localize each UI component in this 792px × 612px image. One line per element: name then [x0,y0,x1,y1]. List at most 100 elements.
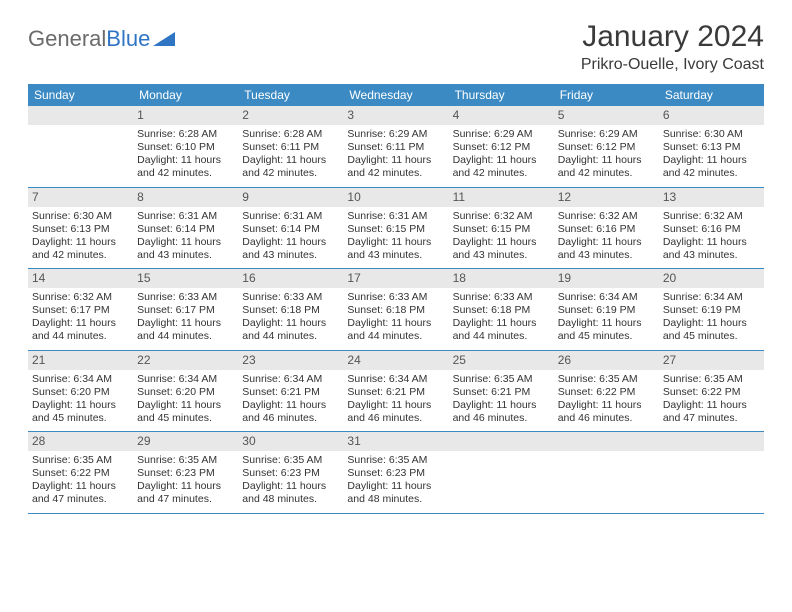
week-row: 7Sunrise: 6:30 AMSunset: 6:13 PMDaylight… [28,188,764,270]
day-text-line: Sunset: 6:23 PM [347,467,444,480]
day-cell: . [554,432,659,513]
day-text-line: and 42 minutes. [663,167,760,180]
day-cell: 30Sunrise: 6:35 AMSunset: 6:23 PMDayligh… [238,432,343,513]
day-cell: 7Sunrise: 6:30 AMSunset: 6:13 PMDaylight… [28,188,133,269]
day-text-line: and 43 minutes. [453,249,550,262]
day-text-line: Sunrise: 6:35 AM [663,373,760,386]
day-text-line: Daylight: 11 hours [137,399,234,412]
weeks-container: .1Sunrise: 6:28 AMSunset: 6:10 PMDayligh… [28,106,764,514]
day-text-line: Sunset: 6:23 PM [242,467,339,480]
day-text-line: and 42 minutes. [32,249,129,262]
day-text-line: Sunrise: 6:34 AM [663,291,760,304]
day-text-line: Sunrise: 6:33 AM [242,291,339,304]
day-text-line: Sunset: 6:22 PM [32,467,129,480]
day-text-line: and 43 minutes. [558,249,655,262]
day-cell: 29Sunrise: 6:35 AMSunset: 6:23 PMDayligh… [133,432,238,513]
day-cell: 27Sunrise: 6:35 AMSunset: 6:22 PMDayligh… [659,351,764,432]
day-cell: 17Sunrise: 6:33 AMSunset: 6:18 PMDayligh… [343,269,448,350]
day-header-cell: Saturday [659,84,764,106]
day-text-line: and 45 minutes. [663,330,760,343]
day-text-line: Sunset: 6:13 PM [663,141,760,154]
day-cell: 28Sunrise: 6:35 AMSunset: 6:22 PMDayligh… [28,432,133,513]
day-cell: 24Sunrise: 6:34 AMSunset: 6:21 PMDayligh… [343,351,448,432]
day-header-cell: Sunday [28,84,133,106]
day-number: 26 [554,351,659,370]
day-text-line: Daylight: 11 hours [242,480,339,493]
day-text-line: and 44 minutes. [242,330,339,343]
day-text-line: Sunset: 6:22 PM [663,386,760,399]
day-text-line: Sunset: 6:20 PM [137,386,234,399]
day-number: 16 [238,269,343,288]
day-text-line: Sunset: 6:19 PM [558,304,655,317]
day-number: 4 [449,106,554,125]
day-text-line: Sunset: 6:11 PM [242,141,339,154]
day-header-cell: Thursday [449,84,554,106]
day-text-line: and 43 minutes. [242,249,339,262]
day-number: 11 [449,188,554,207]
day-cell: . [28,106,133,187]
day-number: 21 [28,351,133,370]
day-text-line: Daylight: 11 hours [32,399,129,412]
day-cell: 11Sunrise: 6:32 AMSunset: 6:15 PMDayligh… [449,188,554,269]
day-text-line: and 46 minutes. [242,412,339,425]
day-number: 6 [659,106,764,125]
day-number: 31 [343,432,448,451]
day-number: 2 [238,106,343,125]
day-text-line: Daylight: 11 hours [242,399,339,412]
day-text-line: Daylight: 11 hours [663,236,760,249]
day-text-line: Sunrise: 6:30 AM [663,128,760,141]
day-text-line: Sunrise: 6:35 AM [347,454,444,467]
day-text-line: Sunrise: 6:32 AM [558,210,655,223]
day-text-line: Sunset: 6:17 PM [32,304,129,317]
day-text-line: Daylight: 11 hours [32,480,129,493]
day-text-line: Sunrise: 6:32 AM [663,210,760,223]
day-text-line: Sunset: 6:20 PM [32,386,129,399]
day-text-line: and 44 minutes. [137,330,234,343]
day-header-cell: Monday [133,84,238,106]
day-number: 7 [28,188,133,207]
day-number: 17 [343,269,448,288]
day-number: 24 [343,351,448,370]
day-text-line: Sunrise: 6:35 AM [32,454,129,467]
day-cell: 26Sunrise: 6:35 AMSunset: 6:22 PMDayligh… [554,351,659,432]
day-header-cell: Wednesday [343,84,448,106]
day-number: 14 [28,269,133,288]
day-text-line: Daylight: 11 hours [453,399,550,412]
day-number: 20 [659,269,764,288]
day-cell: 4Sunrise: 6:29 AMSunset: 6:12 PMDaylight… [449,106,554,187]
day-text-line: Sunrise: 6:34 AM [242,373,339,386]
day-cell: 8Sunrise: 6:31 AMSunset: 6:14 PMDaylight… [133,188,238,269]
day-cell: 1Sunrise: 6:28 AMSunset: 6:10 PMDaylight… [133,106,238,187]
day-number: . [449,432,554,451]
day-text-line: Daylight: 11 hours [663,154,760,167]
day-text-line: Sunrise: 6:33 AM [347,291,444,304]
day-text-line: Sunrise: 6:34 AM [347,373,444,386]
logo: GeneralBlue [28,20,175,52]
day-text-line: Sunset: 6:23 PM [137,467,234,480]
day-text-line: Daylight: 11 hours [242,236,339,249]
day-number: . [554,432,659,451]
day-number: 5 [554,106,659,125]
day-text-line: Daylight: 11 hours [137,154,234,167]
day-text-line: Sunset: 6:17 PM [137,304,234,317]
day-text-line: Daylight: 11 hours [137,480,234,493]
location: Prikro-Ouelle, Ivory Coast [581,56,764,74]
day-text-line: and 42 minutes. [347,167,444,180]
day-cell: 3Sunrise: 6:29 AMSunset: 6:11 PMDaylight… [343,106,448,187]
day-text-line: Daylight: 11 hours [663,317,760,330]
title-block: January 2024 Prikro-Ouelle, Ivory Coast [581,20,764,74]
day-text-line: Sunrise: 6:35 AM [453,373,550,386]
day-cell: 10Sunrise: 6:31 AMSunset: 6:15 PMDayligh… [343,188,448,269]
day-cell: 6 Sunrise: 6:30 AMSunset: 6:13 PMDaylight… [659,106,764,187]
day-number: 19 [554,269,659,288]
day-text-line: Daylight: 11 hours [347,480,444,493]
day-text-line: Sunset: 6:12 PM [558,141,655,154]
day-text-line: and 46 minutes. [558,412,655,425]
day-number: 9 [238,188,343,207]
day-text-line: Sunrise: 6:29 AM [453,128,550,141]
day-text-line: and 42 minutes. [242,167,339,180]
day-text-line: and 42 minutes. [453,167,550,180]
day-text-line: Sunrise: 6:35 AM [558,373,655,386]
day-text-line: Sunrise: 6:34 AM [32,373,129,386]
day-number: 30 [238,432,343,451]
